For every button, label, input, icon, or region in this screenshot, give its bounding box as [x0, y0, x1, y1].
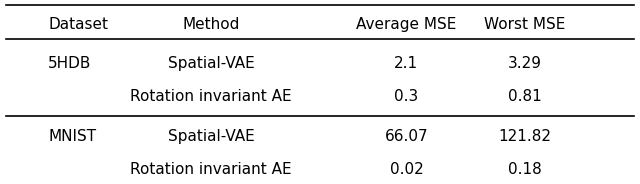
Text: MNIST: MNIST [48, 129, 96, 144]
Text: Rotation invariant AE: Rotation invariant AE [131, 89, 292, 104]
Text: 0.3: 0.3 [394, 89, 419, 104]
Text: Method: Method [182, 17, 240, 32]
Text: 0.81: 0.81 [508, 89, 541, 104]
Text: Average MSE: Average MSE [356, 17, 456, 32]
Text: 3.29: 3.29 [508, 56, 542, 71]
Text: Dataset: Dataset [48, 17, 108, 32]
Text: Spatial-VAE: Spatial-VAE [168, 56, 255, 71]
Text: Worst MSE: Worst MSE [484, 17, 566, 32]
Text: 0.02: 0.02 [390, 162, 423, 177]
Text: 121.82: 121.82 [499, 129, 551, 144]
Text: 5HDB: 5HDB [48, 56, 92, 71]
Text: Rotation invariant AE: Rotation invariant AE [131, 162, 292, 177]
Text: 0.18: 0.18 [508, 162, 541, 177]
Text: Spatial-VAE: Spatial-VAE [168, 129, 255, 144]
Text: 2.1: 2.1 [394, 56, 419, 71]
Text: 66.07: 66.07 [385, 129, 428, 144]
